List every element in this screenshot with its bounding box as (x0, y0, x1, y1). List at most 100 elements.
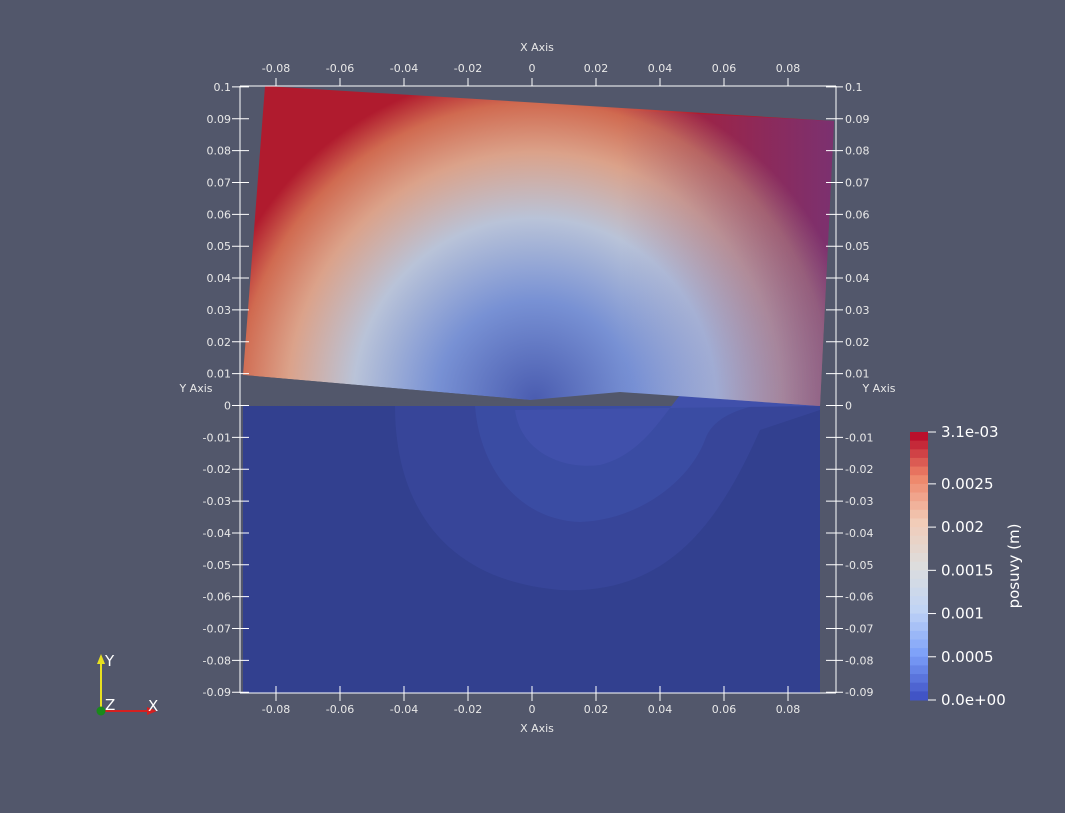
colorbar-band (910, 630, 928, 640)
y-tick-label-left: -0.06 (203, 591, 231, 604)
colorbar-label: 0.0e+00 (941, 691, 1006, 709)
colorbar-band (910, 492, 928, 502)
y-tick-label-left: -0.02 (203, 463, 231, 476)
colorbar-labels: 3.1e-03 0.0025 0.002 0.0015 0.001 0.0005 0.0e+… (928, 423, 1006, 709)
y-tick-label-left: 0.04 (207, 272, 232, 285)
colorbar-band (910, 622, 928, 632)
y-tick-label-left: 0.08 (207, 145, 232, 158)
colorbar-title: posuvy (m) (1005, 524, 1023, 609)
x-tick-label-top: 0.02 (584, 62, 609, 75)
x-tick-label-bottom: -0.06 (326, 703, 354, 716)
colorbar-band (910, 553, 928, 563)
y-tick-label-left: 0.1 (214, 81, 232, 94)
orientation-x-label: X (148, 697, 158, 715)
color-legend: 3.1e-03 0.0025 0.002 0.0015 0.001 0.0005 0.0e+… (910, 423, 1023, 709)
colorbar-band (910, 639, 928, 649)
colorbar-band (910, 587, 928, 597)
orientation-axes[interactable]: Y Z X (96, 652, 159, 716)
x-tick-label-top: 0.04 (648, 62, 673, 75)
x-tick-label-bottom: 0.08 (776, 703, 801, 716)
colorbar-label: 0.0025 (941, 475, 994, 493)
x-ticks-bottom: -0.08 -0.06 -0.04 -0.02 0 0.02 0.04 0.06 0.08 (262, 686, 800, 716)
y-arrow-head-icon (97, 654, 105, 664)
y-tick-label-left: -0.09 (203, 686, 231, 699)
x-tick-label-top: 0.08 (776, 62, 801, 75)
y-tick-label-left: 0.02 (207, 336, 232, 349)
x-tick-label-top: -0.06 (326, 62, 354, 75)
colorbar-band (910, 483, 928, 494)
y-tick-label-right: -0.04 (845, 527, 873, 540)
y-tick-label-left: -0.05 (203, 559, 231, 572)
x-tick-label-top: 0.06 (712, 62, 737, 75)
x-tick-label-bottom: -0.02 (454, 703, 482, 716)
y-tick-label-left: 0 (224, 400, 231, 413)
x-axis-title-top: X Axis (520, 41, 554, 54)
colorbar-band (910, 570, 928, 580)
y-tick-label-left: 0.06 (207, 208, 232, 221)
z-axis-dot-icon (96, 706, 106, 716)
colorbar-band (910, 535, 928, 545)
axes-frame (239, 85, 837, 694)
y-axis-title-right: Y Axis (861, 382, 895, 395)
colorbar-band (910, 596, 928, 606)
orientation-y-label: Y (104, 652, 115, 670)
colorbar-band (910, 466, 928, 476)
x-tick-label-top: -0.08 (262, 62, 290, 75)
y-tick-label-right: 0.09 (845, 113, 870, 126)
y-tick-label-left: 0.05 (207, 240, 232, 253)
upper-region (243, 86, 834, 406)
y-tick-label-right: 0.07 (845, 176, 870, 189)
colorbar-band (910, 691, 928, 701)
colorbar-band (910, 449, 928, 459)
y-tick-label-right: -0.03 (845, 495, 873, 508)
y-tick-label-left: -0.03 (203, 495, 231, 508)
x-axis-title-bottom: X Axis (520, 722, 554, 735)
crack-gap (243, 375, 530, 406)
colorbar-label: 0.0015 (941, 561, 994, 579)
colorbar-band (910, 501, 928, 511)
colorbar-bands (910, 432, 928, 701)
colorbar-band (910, 613, 928, 623)
y-tick-label-right: -0.02 (845, 463, 873, 476)
y-tick-label-left: 0.01 (207, 368, 232, 381)
colorbar-band (910, 656, 928, 666)
x-tick-label-bottom: 0.02 (584, 703, 609, 716)
y-tick-label-right: -0.07 (845, 623, 873, 636)
y-tick-label-right: -0.05 (845, 559, 873, 572)
y-tick-label-right: 0.06 (845, 208, 870, 221)
x-tick-label-bottom: 0 (529, 703, 536, 716)
y-tick-label-right: 0 (845, 400, 852, 413)
y-tick-label-right: 0.03 (845, 304, 870, 317)
colorbar-band (910, 440, 928, 450)
y-tick-label-right: -0.09 (845, 686, 873, 699)
y-tick-label-left: -0.04 (203, 527, 231, 540)
y-tick-label-right: 0.01 (845, 368, 870, 381)
y-tick-label-left: 0.09 (207, 113, 232, 126)
colorbar-label: 0.0005 (941, 648, 994, 666)
colorbar-band (910, 674, 928, 684)
y-ticks-right: 0.1 0.09 0.08 0.07 0.06 0.05 0.04 0.03 0.02 0.01 0… (826, 81, 873, 699)
x-tick-label-top: -0.04 (390, 62, 418, 75)
y-tick-label-right: 0.08 (845, 145, 870, 158)
colorbar-band (910, 509, 928, 519)
x-tick-label-top: 0 (529, 62, 536, 75)
colorbar-band (910, 544, 928, 554)
colorbar-label: 0.001 (941, 605, 984, 623)
y-tick-label-right: -0.01 (845, 431, 873, 444)
colorbar-band (910, 561, 928, 571)
x-tick-label-bottom: 0.04 (648, 703, 673, 716)
y-tick-label-left: -0.01 (203, 431, 231, 444)
colorbar-band (910, 665, 928, 675)
colorbar-band (910, 457, 928, 468)
y-tick-label-right: -0.06 (845, 591, 873, 604)
x-tick-label-top: -0.02 (454, 62, 482, 75)
y-tick-label-left: 0.07 (207, 176, 232, 189)
lower-region (243, 372, 820, 693)
y-tick-label-right: 0.02 (845, 336, 870, 349)
colorbar-band (910, 604, 928, 615)
colorbar-band (910, 578, 928, 589)
colorbar-label: 3.1e-03 (941, 423, 999, 441)
orientation-z-label: Z (105, 696, 115, 714)
x-tick-label-bottom: -0.04 (390, 703, 418, 716)
